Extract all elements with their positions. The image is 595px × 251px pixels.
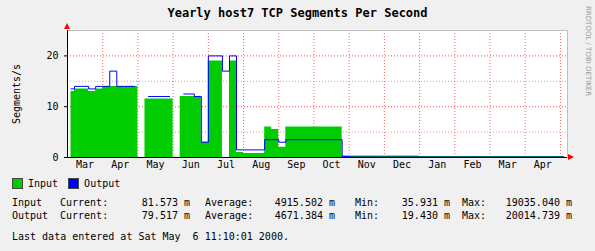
- html-text:Input: Input: [12, 197, 43, 208]
- svg-text:Mar: Mar: [76, 159, 94, 170]
- svg-text:Aug: Aug: [252, 159, 270, 170]
- svg-text:Sep: Sep: [287, 159, 305, 170]
- html-text:Output: Output: [84, 177, 121, 189]
- html-text:Max:: Max:: [462, 210, 487, 221]
- html-text:Yearly host7 TCP Segments Per: Yearly host7 TCP Segments Per Second: [167, 6, 428, 20]
- svg-text:10: 10: [46, 101, 58, 112]
- svg-text:May: May: [146, 159, 164, 170]
- svg-text:Oct: Oct: [323, 159, 341, 170]
- svg-text:20: 20: [46, 50, 58, 61]
- html-text:Last data entered at Sat May 6: Last data entered at Sat May 6 11:10:01 …: [12, 231, 289, 242]
- svg-text:Feb: Feb: [463, 159, 481, 170]
- html-text:4915.502 m: 4915.502 m: [274, 197, 335, 208]
- svg-text:Apr: Apr: [111, 159, 129, 170]
- svg-text:Mar: Mar: [499, 159, 517, 170]
- html-text:20014.739 m: 20014.739 m: [505, 210, 572, 221]
- html-text:Current:: Current:: [60, 197, 109, 208]
- html-text:35.931 m: 35.931 m: [401, 197, 450, 208]
- svg-text:Dec: Dec: [393, 159, 411, 170]
- html-text:81.573 m: 81.573 m: [141, 197, 190, 208]
- html-text:19.430 m: 19.430 m: [401, 210, 450, 221]
- svg-text:Jul: Jul: [217, 159, 235, 170]
- svg-text:Nov: Nov: [358, 159, 376, 170]
- svg-text:Segments/s: Segments/s: [11, 64, 22, 124]
- svg-text:0: 0: [52, 152, 58, 163]
- html-text:4671.384 m: 4671.384 m: [274, 210, 335, 221]
- html-text:Min:: Min:: [355, 197, 380, 208]
- html-text:RRDTOOL / TOBI OETIKER: RRDTOOL / TOBI OETIKER: [584, 6, 592, 97]
- html-text:19035.040 m: 19035.040 m: [505, 197, 572, 208]
- html-text:Average:: Average:: [205, 210, 254, 221]
- html-text:Max:: Max:: [462, 197, 487, 208]
- html-text:Average:: Average:: [205, 197, 254, 208]
- html-text:79.517 m: 79.517 m: [141, 210, 190, 221]
- svg-text:Jun: Jun: [182, 159, 200, 170]
- html-text:Current:: Current:: [60, 210, 109, 221]
- html-text:Input: Input: [28, 177, 59, 189]
- html-text:Min:: Min:: [355, 210, 380, 221]
- svg-text:Apr: Apr: [534, 159, 552, 170]
- svg-text:Jan: Jan: [428, 159, 446, 170]
- html-text:Output: Output: [12, 210, 49, 221]
